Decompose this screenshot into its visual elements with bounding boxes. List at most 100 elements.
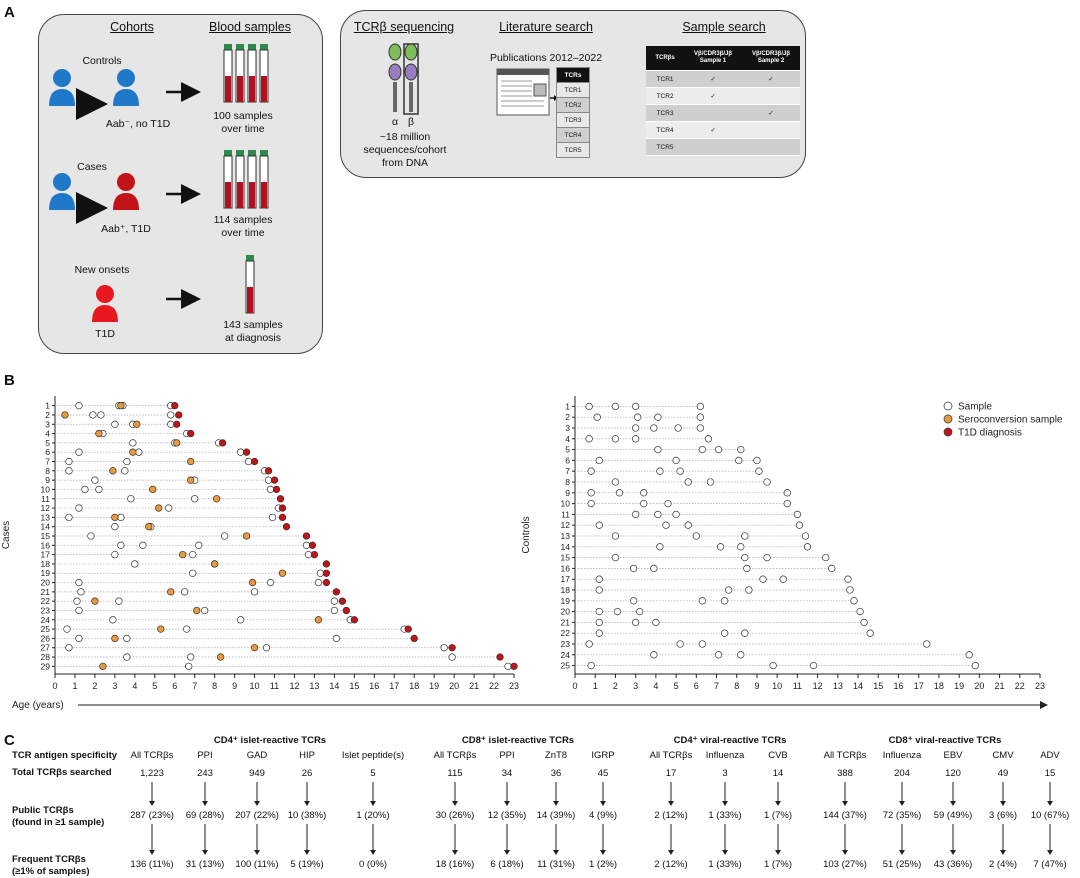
tube-rack-cases [223, 150, 269, 209]
cases-sample-point [117, 541, 125, 549]
cohorts-header: Cohorts [110, 20, 154, 34]
row-label-specificity: TCR antigen specificity [12, 750, 118, 761]
cases-seroconversion-point [212, 495, 221, 503]
ss-cell: TCR4 [646, 121, 685, 139]
cell-spec: EBV [943, 750, 963, 761]
cases-sample-point [302, 541, 311, 549]
cell-total: 388 [837, 768, 853, 779]
cases-sample-point [504, 662, 512, 670]
cases-sample-point [123, 653, 131, 661]
controls-y-tick-label: 18 [561, 585, 571, 595]
cases-diagnosis-point [171, 402, 179, 410]
cases-x-tick-label: 1 [72, 681, 77, 691]
down-arrow-head [600, 850, 606, 855]
cases-y-tick-label: 14 [41, 522, 51, 532]
controls-sample-point [611, 532, 620, 540]
publications-label: Publications 2012–2022 [489, 52, 603, 64]
cell-spec: GAD [246, 750, 268, 761]
cases-y-tick-label: 17 [41, 550, 51, 560]
controls-sample-point [629, 597, 638, 605]
cases-seroconversion-point [61, 411, 69, 419]
controls-sample-point [654, 445, 662, 454]
cell-total: 949 [249, 768, 265, 779]
controls-y-tick-label: 9 [565, 488, 570, 498]
cell-frequent: 6 (18%) [490, 859, 524, 870]
onsets-samples: 143 samples [223, 319, 283, 331]
cases-y-tick-label: 20 [41, 578, 51, 588]
controls-sample-point [656, 467, 664, 475]
controls-sample-point [866, 629, 874, 637]
cell-frequent: 2 (4%) [989, 859, 1017, 870]
cases-sample-point [65, 644, 73, 652]
down-arrow-head [1047, 850, 1053, 855]
controls-sample-point [801, 532, 810, 540]
cases-diagnosis-point [510, 662, 518, 670]
cases-sample-point [121, 467, 129, 475]
cases-diagnosis-point [342, 606, 351, 615]
sample-search-header: Sample search [682, 20, 766, 34]
age-axis-arrow-head [1040, 701, 1048, 709]
cases-label: Cases [77, 161, 107, 173]
controls-y-tick-label: 4 [565, 434, 570, 444]
panel-b-letter: B [4, 372, 15, 389]
controls-sample-point [753, 456, 761, 465]
controls-sample-point [692, 532, 700, 540]
cases-sample-point [264, 476, 273, 484]
cases-y-tick-label: 26 [41, 633, 51, 643]
cases-y-tick-label: 28 [41, 652, 51, 662]
mini-table-row: TCR3 [556, 112, 590, 128]
cell-public: 30 (26%) [435, 810, 475, 821]
down-arrow-head [1000, 850, 1006, 855]
controls-sample-point [632, 424, 640, 432]
cases-seroconversion-point [179, 550, 187, 559]
cases-diagnosis-point [187, 429, 195, 438]
controls-samples: 100 samples [213, 110, 273, 122]
cases-sample-point [77, 588, 85, 596]
controls-y-tick-label: 25 [561, 661, 571, 671]
cases-seroconversion-point [167, 588, 175, 596]
tcr-text-1: ~18 million [379, 131, 431, 143]
cases-sample-point [73, 597, 81, 605]
cases-seroconversion-point [314, 616, 323, 624]
controls-sample-point [725, 586, 733, 594]
cases-sample-point [109, 616, 117, 624]
controls-y-tick-label: 14 [561, 542, 571, 552]
cell-total: 26 [301, 768, 313, 779]
controls-sample-point [650, 651, 658, 659]
cases-diagnosis-point [404, 625, 412, 633]
cell-total: 204 [894, 768, 910, 779]
cell-total: 36 [550, 768, 562, 779]
controls-x-tick-label: 5 [674, 681, 679, 691]
mini-table-row: TCR5 [556, 142, 590, 158]
cases-y-tick-label: 24 [41, 615, 51, 625]
cases-x-tick-label: 4 [132, 681, 137, 691]
cases-sample-point [250, 588, 259, 596]
sample-search-table: TCRβs Vβ/CDR3β/Jβ Sample 1 Vβ/CDR3β/Jβ S… [646, 46, 800, 156]
controls-x-tick-label: 9 [754, 681, 759, 691]
controls-sample-point [595, 629, 603, 637]
cases-y-tick-label: 16 [41, 540, 51, 550]
controls-sample-point [741, 629, 749, 637]
down-arrow-head [842, 801, 848, 806]
controls-sample-point [923, 640, 931, 648]
alpha-label: α [391, 116, 399, 128]
cell-total: 1,223 [140, 768, 164, 779]
mini-table-row: TCR2 [556, 97, 590, 113]
controls-sample-point [585, 640, 593, 648]
cell-spec: All TCRβs [130, 750, 174, 761]
controls-x-tick-label: 20 [974, 681, 984, 691]
cell-spec: ADV [1040, 750, 1060, 761]
controls-sample-point [629, 564, 638, 573]
down-arrow-head [254, 850, 260, 855]
cases-sample-point [65, 513, 73, 522]
cases-y-tick-label: 8 [45, 466, 50, 476]
cases-diagnosis-point [332, 588, 341, 596]
down-arrow-head [842, 850, 848, 855]
ss-col-header: TCRβs [646, 46, 685, 71]
controls-sample-point [684, 478, 692, 486]
cases-sample-point [266, 485, 275, 494]
cases-sample-point [189, 569, 197, 577]
controls-x-tick-label: 10 [772, 681, 782, 691]
controls-sample-point [587, 467, 595, 475]
cases-seroconversion-point [216, 653, 225, 661]
